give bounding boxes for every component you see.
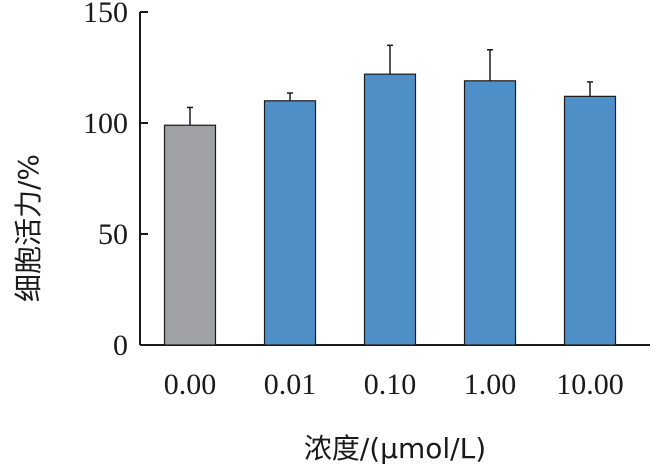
y-tick-label: 150 xyxy=(83,0,128,29)
y-axis-title: 细胞活力/% xyxy=(12,154,45,302)
bars xyxy=(163,73,617,346)
y-tick-label: 50 xyxy=(98,218,128,251)
bar-10.00 xyxy=(563,95,617,346)
x-axis-title: 浓度/(μmol/L) xyxy=(304,432,486,465)
bar-1.00 xyxy=(463,80,517,346)
x-tick-label: 0.01 xyxy=(264,368,317,401)
x-tick-label: 1.00 xyxy=(464,368,517,401)
x-tick-label: 10.00 xyxy=(556,368,624,401)
y-tick-label: 100 xyxy=(83,107,128,140)
x-tick-labels: 0.00 0.01 0.10 1.00 10.00 xyxy=(164,368,624,401)
error-bars xyxy=(187,44,593,126)
bar-0.10 xyxy=(363,73,417,346)
y-tick-label: 0 xyxy=(113,329,128,362)
x-tick-label: 0.00 xyxy=(164,368,217,401)
x-tick-label: 0.10 xyxy=(364,368,417,401)
bar-0.01 xyxy=(263,100,317,346)
bar-0.00 xyxy=(163,124,217,346)
y-ticks: 0 50 100 150 xyxy=(83,0,148,362)
